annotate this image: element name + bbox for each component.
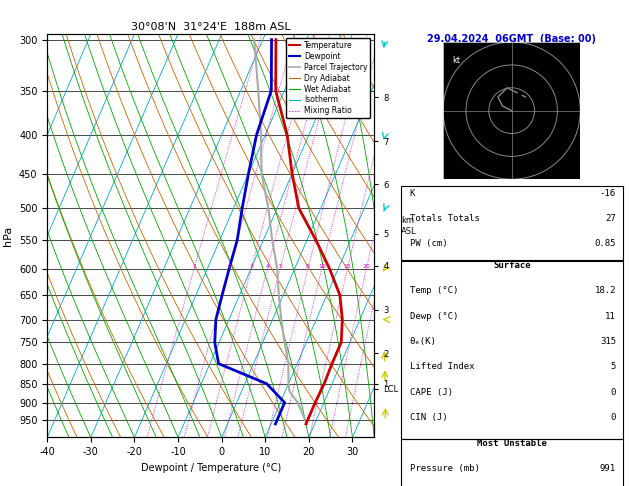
Text: 0: 0	[611, 388, 616, 397]
Text: Most Unstable: Most Unstable	[477, 438, 547, 448]
Text: Totals Totals: Totals Totals	[409, 214, 479, 223]
Legend: Temperature, Dewpoint, Parcel Trajectory, Dry Adiabat, Wet Adiabat, Isotherm, Mi: Temperature, Dewpoint, Parcel Trajectory…	[286, 38, 370, 119]
Y-axis label: km
ASL: km ASL	[401, 216, 417, 236]
Text: θₑ(K): θₑ(K)	[409, 337, 437, 346]
Text: Lifted Index: Lifted Index	[409, 363, 474, 371]
Text: 4: 4	[265, 263, 269, 269]
Text: 1: 1	[192, 263, 196, 269]
Text: 29.04.2024  06GMT  (Base: 00): 29.04.2024 06GMT (Base: 00)	[427, 34, 596, 44]
Text: -16: -16	[600, 189, 616, 197]
X-axis label: Dewpoint / Temperature (°C): Dewpoint / Temperature (°C)	[141, 463, 281, 473]
Text: 3: 3	[249, 263, 253, 269]
Text: 991: 991	[600, 464, 616, 473]
Text: 27: 27	[605, 214, 616, 223]
Text: 10: 10	[318, 263, 326, 269]
Text: Surface: Surface	[493, 260, 530, 270]
Text: K: K	[409, 189, 415, 197]
Title: 30°08'N  31°24'E  188m ASL: 30°08'N 31°24'E 188m ASL	[131, 22, 291, 32]
Text: 11: 11	[605, 312, 616, 321]
Text: CIN (J): CIN (J)	[409, 413, 447, 422]
Text: 20: 20	[362, 263, 370, 269]
Bar	[401, 438, 623, 486]
Text: 15: 15	[343, 263, 352, 269]
Text: Dewp (°C): Dewp (°C)	[409, 312, 458, 321]
Bar	[401, 187, 623, 260]
Text: CAPE (J): CAPE (J)	[409, 388, 452, 397]
Text: 5: 5	[611, 363, 616, 371]
Text: Temp (°C): Temp (°C)	[409, 286, 458, 295]
Text: 0.85: 0.85	[594, 239, 616, 248]
Text: PW (cm): PW (cm)	[409, 239, 447, 248]
Bar	[401, 260, 623, 438]
Y-axis label: hPa: hPa	[3, 226, 13, 246]
Text: 5: 5	[278, 263, 282, 269]
Text: 315: 315	[600, 337, 616, 346]
Text: 18.2: 18.2	[594, 286, 616, 295]
Text: 8: 8	[306, 263, 310, 269]
Text: 2: 2	[228, 263, 231, 269]
Text: Pressure (mb): Pressure (mb)	[409, 464, 479, 473]
Text: 0: 0	[611, 413, 616, 422]
